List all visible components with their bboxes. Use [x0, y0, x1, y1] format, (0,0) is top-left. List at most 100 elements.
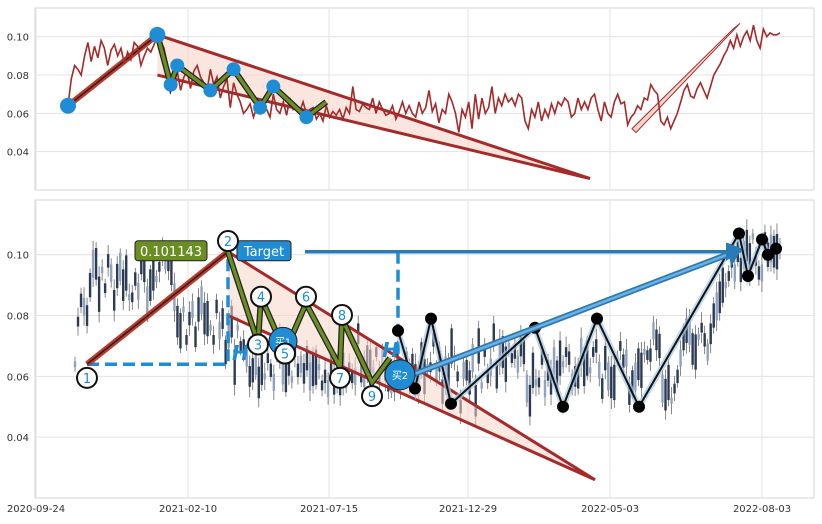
candle-body [251, 358, 254, 383]
candle-body [465, 359, 468, 381]
candle-body [212, 335, 215, 345]
candle-body [284, 360, 288, 393]
candle-body [221, 308, 224, 329]
candle-body [564, 347, 568, 357]
candle-body [218, 322, 221, 340]
height-label-right: H [382, 338, 399, 362]
candle-body [281, 356, 285, 385]
candle-body [197, 297, 200, 322]
pivot-marker [203, 83, 218, 98]
candle-body [655, 329, 658, 351]
candle-body [109, 264, 113, 282]
candle-body [613, 364, 616, 401]
pivot-marker [266, 79, 281, 94]
candle-body [537, 377, 541, 388]
swing-marker [557, 400, 569, 413]
x-tick-label: 2020-09-24 [7, 504, 65, 515]
swing-marker [445, 397, 457, 410]
candle-body [688, 316, 691, 345]
candle-body [622, 354, 625, 368]
height-guide-left [87, 251, 230, 366]
x-tick-label: 2022-08-03 [733, 504, 791, 515]
candle-body [652, 322, 655, 340]
candle-body [739, 257, 743, 283]
candle-body [137, 282, 140, 300]
height-label-left: H [232, 341, 249, 365]
pivot-number-circle [361, 385, 383, 408]
swing-marker [756, 233, 768, 246]
candle-body [718, 281, 721, 314]
candle-body [531, 352, 535, 388]
swing-marker [425, 312, 437, 325]
candle-body [85, 305, 89, 326]
pivot-number-label: 8 [338, 309, 346, 324]
candle-body [582, 354, 586, 387]
swing-marker [770, 242, 782, 255]
candle-body [561, 361, 565, 368]
candle-body [625, 349, 628, 367]
candle-body [224, 339, 227, 365]
candle-body [76, 316, 80, 327]
candle-body [353, 367, 357, 385]
pivot-number-circle [76, 366, 98, 389]
candle-body [558, 340, 562, 376]
candle-body [155, 276, 158, 283]
candle-body [543, 380, 547, 398]
bottom-plot-content: 0.101143TargetHH买1买2123456789 [73, 219, 782, 482]
candle-body [112, 290, 116, 311]
price-label: 0.101143 [140, 245, 202, 260]
candle-body [143, 257, 146, 283]
candle-body [468, 370, 471, 395]
candle-body [323, 369, 327, 384]
candle-body [528, 384, 532, 417]
top-y-tick-label: 0.06 [7, 109, 29, 120]
candle-body [525, 374, 529, 403]
candle-body [495, 364, 498, 389]
candle-body [588, 367, 592, 374]
candle-body [317, 364, 321, 371]
candle-body [242, 339, 245, 353]
candle-body [661, 374, 664, 403]
candle-body [513, 345, 517, 359]
candle-body [492, 323, 495, 345]
buy2-marker [384, 359, 416, 391]
candle-body [131, 292, 134, 303]
candle-body [305, 345, 309, 371]
bottom-y-axis: 0.04 0.06 0.08 0.10 [7, 251, 29, 444]
candle-body [601, 378, 604, 399]
bottom-y-tick-label: 0.08 [7, 312, 29, 323]
pivot-marker [226, 62, 241, 77]
candle-body [88, 272, 92, 298]
candle-body [649, 348, 652, 362]
candle-body [239, 341, 242, 351]
candle-body [462, 361, 465, 379]
candle-body [215, 299, 218, 314]
projection-arrow [399, 250, 736, 381]
candle-body [248, 366, 251, 387]
candle-body [134, 272, 137, 286]
pivot-number-label: 3 [254, 338, 262, 353]
bottom-y-tick-label: 0.04 [7, 433, 29, 444]
candle-body [552, 347, 556, 376]
candle-body [751, 233, 755, 240]
candle-body [146, 286, 149, 315]
pivot-number-label: 1 [83, 372, 91, 387]
candle-body [320, 380, 324, 391]
candle-body [673, 383, 676, 394]
candle-body [585, 340, 589, 376]
candle-body [245, 349, 248, 367]
bottom-y-tick-label: 0.10 [7, 251, 29, 262]
candle-body [236, 324, 239, 331]
candle-body [519, 335, 523, 357]
pivot-number-circle [331, 303, 353, 326]
pivot-number-label: 4 [257, 291, 265, 306]
candle-body [757, 266, 761, 280]
candle-body [498, 338, 502, 367]
candle-body [486, 369, 489, 384]
candle-body [97, 276, 101, 312]
candle-body [158, 262, 161, 272]
candle-body [314, 349, 318, 385]
candle-body [643, 349, 646, 356]
candle-body [103, 283, 107, 294]
